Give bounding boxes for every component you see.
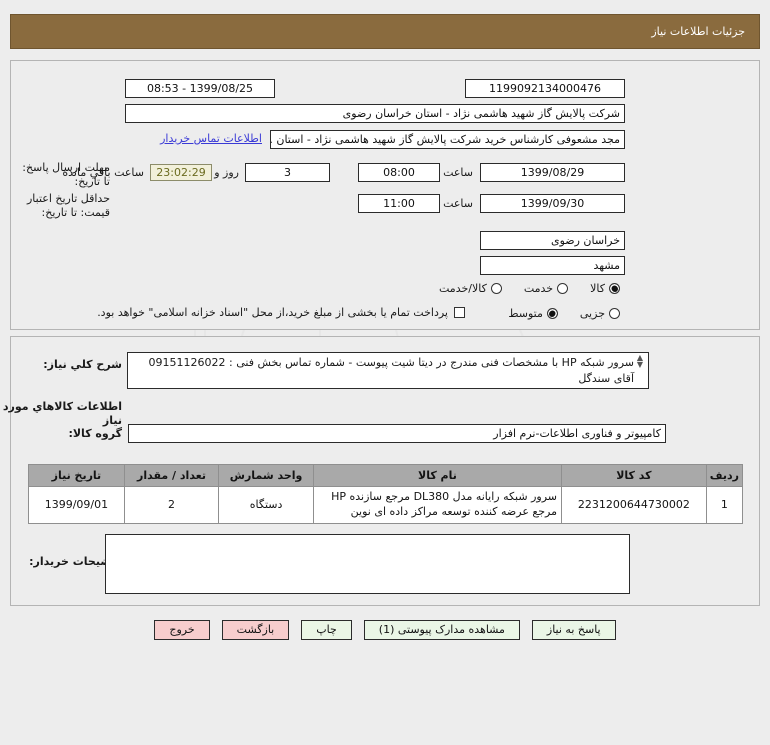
process-type-option-0[interactable]: جزیی (580, 307, 620, 321)
action-button-0[interactable]: پاسخ به نیاز (531, 620, 616, 640)
remaining-days-field[interactable]: 3 (245, 163, 330, 182)
row-need-date: 1399/09/01 (28, 486, 125, 524)
table-col-header-1: کد کالا (561, 464, 707, 487)
delivery-city-field[interactable]: مشهد (480, 256, 625, 275)
desc-scroll-up-icon[interactable]: ▲ ▼ (636, 353, 644, 369)
page-title-bar: جزئیات اطلاعات نیاز (10, 14, 760, 49)
buyer-notes-field[interactable] (105, 534, 630, 594)
process-type-radio-group[interactable]: جزیی متوسط (508, 307, 620, 321)
table-col-header-0: ردیف (705, 464, 744, 487)
countdown-timer: 23:02:29 (150, 164, 212, 181)
announce-datetime-field[interactable]: 1399/08/25 - 08:53 (125, 79, 275, 98)
buyer-notes-label: توضیحات خریدار: (29, 555, 122, 568)
countdown-label: ساعت باقي مانده (62, 166, 144, 179)
treasury-checkbox-wrap[interactable]: پرداخت تمام یا بخشی از مبلغ خرید،از محل … (97, 306, 465, 320)
row-name: سرور شبکه رایانه مدل DL380 مرجع سازنده H… (312, 486, 563, 524)
need-number-field[interactable]: 1199092134000476 (465, 79, 625, 98)
process-type-radio-0[interactable] (609, 308, 620, 320)
goods-group-label: گروه کالا: (68, 427, 122, 440)
row-quantity: 2 (123, 486, 220, 524)
response-deadline-label-wrap: مهلت ارسال پاسخ: تا تاریخ: (15, 161, 110, 189)
buyer-org-field[interactable]: شرکت پالایش گاز شهید هاشمی نژاد - استان … (125, 104, 625, 123)
price-validity-date-field[interactable]: 1399/09/30 (480, 194, 625, 213)
table-col-header-3: واحد شمارش (218, 464, 314, 487)
action-button-1[interactable]: مشاهده مدارک پیوستی (1) (363, 620, 520, 640)
price-validity-label: حداقل تاریخ اعتبار قیمت: تا تاریخ: (26, 192, 110, 219)
response-deadline-date-field[interactable]: 1399/08/29 (480, 163, 625, 182)
action-button-2[interactable]: چاپ (301, 620, 352, 640)
general-desc-label-wrap: شرح کلي نیاز: (43, 358, 122, 372)
process-type-radio-1[interactable] (546, 308, 558, 320)
general-desc-field[interactable]: سرور شبکه HP با مشخصات فنی مندرج در دیتا… (127, 352, 649, 389)
goods-info-title-wrap: اطلاعات کالاهاي مورد نیاز (0, 400, 122, 428)
classification-radio-0[interactable] (609, 283, 620, 295)
classification-option-2[interactable]: کالا/خدمت (439, 282, 502, 296)
response-deadline-hour-label: ساعت (443, 166, 473, 179)
action-button-row: پاسخ به نیاز مشاهده مدارک پیوستی (1) چاپ با… (0, 620, 770, 640)
classification-label-0: کالا (590, 282, 605, 295)
response-deadline-label: مهلت ارسال پاسخ: تا تاریخ: (22, 161, 110, 188)
goods-group-label-wrap: گروه کالا: (68, 427, 122, 441)
row-code: 2231200644730002 (561, 486, 707, 524)
table-col-header-2: نام کالا (312, 464, 563, 487)
classification-label-1: خدمت (523, 282, 554, 295)
table-col-header-4: تعداد / مقدار (123, 464, 220, 487)
creator-field[interactable]: مجد مشعوفی کارشناس خرید شرکت پالایش گاز … (270, 130, 625, 149)
delivery-province-field[interactable]: خراسان رضوی (480, 231, 625, 250)
page-title: جزئیات اطلاعات نیاز (651, 25, 745, 38)
classification-option-1[interactable]: خدمت (523, 282, 569, 296)
treasury-checkbox-label: پرداخت تمام یا بخشی از مبلغ خرید،از محل … (97, 306, 448, 319)
general-desc-label: شرح کلي نیاز: (43, 358, 122, 371)
price-validity-label-wrap: حداقل تاریخ اعتبار قیمت: تا تاریخ: (15, 192, 110, 220)
row-index: 1 (705, 486, 744, 524)
classification-option-0[interactable]: کالا (590, 282, 620, 296)
table-col-header-5: تاریخ نیاز (28, 464, 125, 487)
process-type-label-1: متوسط (508, 307, 543, 320)
action-button-3[interactable]: بازگشت (221, 620, 290, 640)
process-type-option-1[interactable]: متوسط (508, 307, 558, 321)
remaining-days-label: روز و (214, 166, 239, 179)
table-header-row: ردیف کد کالا نام کالا واحد شمارش تعداد / مقد… (28, 464, 744, 487)
goods-table: ردیف کد کالا نام کالا واحد شمارش تعداد / مقد… (28, 464, 744, 524)
process-type-label-0: جزیی (579, 307, 605, 320)
table-row[interactable]: 1 2231200644730002 سرور شبکه رایانه مدل DL… (28, 486, 744, 524)
classification-radio-1[interactable] (557, 283, 569, 295)
classification-radio-2[interactable] (490, 283, 502, 295)
price-validity-time-field[interactable]: 11:00 (358, 194, 440, 213)
goods-group-field[interactable]: کامپیوتر و فناوری اطلاعات-نرم افزار (128, 424, 666, 443)
treasury-checkbox[interactable] (454, 307, 465, 319)
action-button-4[interactable]: خروج (154, 620, 210, 640)
price-validity-hour-label: ساعت (443, 197, 473, 210)
classification-label-2: کالا/خدمت (439, 282, 487, 295)
buyer-contact-link[interactable]: اطلاعات تماس خریدار (160, 132, 262, 145)
row-unit: دستگاه (218, 486, 314, 524)
response-deadline-time-field[interactable]: 08:00 (358, 163, 440, 182)
classification-radio-group[interactable]: کالا خدمت کالا/خدمت (439, 282, 620, 296)
goods-info-title: اطلاعات کالاهاي مورد نیاز (2, 400, 122, 427)
